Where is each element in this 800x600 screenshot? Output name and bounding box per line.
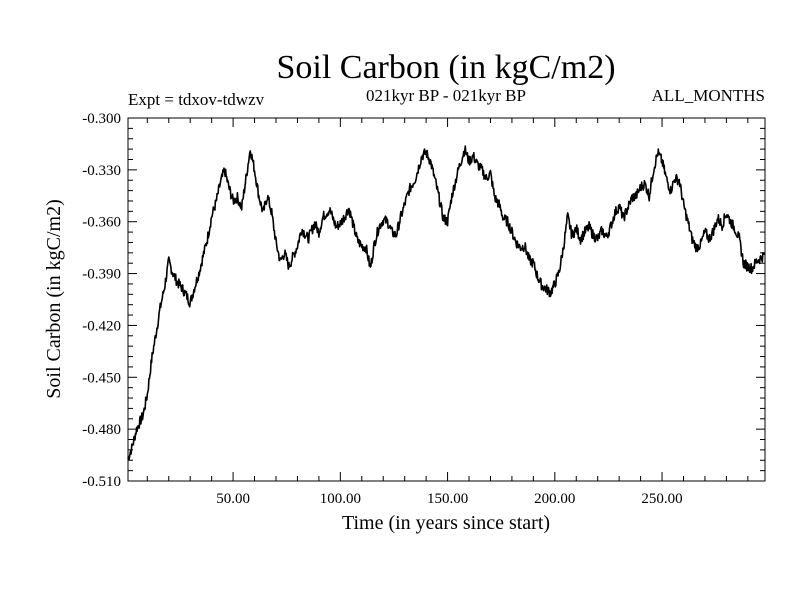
plot-frame	[127, 117, 766, 482]
y-tick-label: -0.300	[82, 111, 121, 127]
y-axis: -0.510 -0.480 -0.450 -0.420 -0.390 -0.360 -0.3…	[82, 111, 765, 490]
x-tick-label: 150.00	[427, 491, 468, 507]
x-tick-label: 200.00	[534, 491, 575, 507]
x-axis-label: Time (in years since start)	[342, 512, 550, 534]
y-axis-label: Soil Carbon (in kgC/m2)	[43, 199, 65, 398]
period-label: 021kyr BP - 021kyr BP	[366, 86, 526, 105]
y-tick-label: -0.330	[82, 163, 121, 179]
chart-title: Soil Carbon (in kgC/m2)	[276, 49, 615, 86]
y-tick-label: -0.360	[82, 215, 121, 231]
series-line	[127, 145, 766, 461]
x-axis: 50.00 100.00 150.00 200.00 250.00	[146, 118, 749, 507]
months-label: ALL_MONTHS	[652, 86, 765, 105]
y-tick-label: -0.390	[82, 267, 121, 283]
x-tick-label: 50.00	[216, 491, 250, 507]
y-tick-label: -0.450	[82, 370, 121, 386]
x-tick-label: 250.00	[641, 491, 682, 507]
x-tick-label: 100.00	[320, 491, 361, 507]
experiment-label: Expt = tdxov-tdwzv	[128, 90, 265, 109]
y-tick-label: -0.510	[82, 474, 121, 490]
series-group	[127, 145, 766, 461]
y-tick-label: -0.480	[82, 422, 121, 438]
y-tick-label: -0.420	[82, 318, 121, 334]
